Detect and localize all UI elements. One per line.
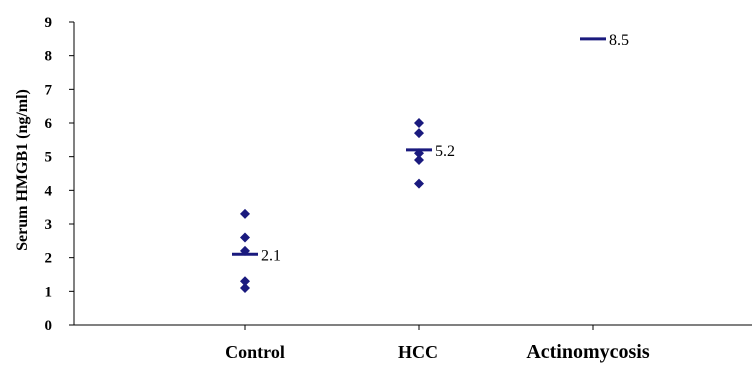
y-tick-label: 2	[45, 251, 53, 267]
y-tick-label: 4	[45, 183, 53, 199]
mean-label: 8.5	[609, 32, 629, 49]
y-tick-label: 1	[45, 284, 53, 300]
y-tick-label: 5	[45, 150, 53, 166]
data-point	[240, 276, 250, 287]
y-tick-label: 9	[45, 15, 53, 31]
y-tick-label: 0	[45, 318, 53, 334]
mean-label: 2.1	[261, 247, 281, 264]
y-axis-ticks: 0 1 2 3 4 5 6 7 8 9	[45, 15, 74, 334]
data-points	[240, 118, 424, 293]
y-axis-title: Serum HMGB1 (ng/ml)	[14, 89, 31, 251]
data-point	[240, 282, 250, 293]
y-tick-label: 3	[45, 217, 53, 233]
data-point	[414, 155, 424, 166]
data-point	[240, 208, 250, 219]
mean-label: 5.2	[435, 143, 455, 160]
y-tick-label: 8	[45, 49, 53, 65]
x-axis-ticks: Control HCC Actinomycosis	[225, 325, 650, 363]
y-tick-label: 6	[45, 116, 53, 132]
x-category-label: Actinomycosis	[526, 341, 650, 363]
data-point	[240, 232, 250, 243]
data-point	[414, 118, 424, 128]
data-point	[414, 128, 424, 139]
y-tick-label: 7	[45, 82, 53, 98]
mean-markers: 2.1 5.2 8.5	[232, 32, 629, 264]
x-category-label: Control	[225, 342, 285, 362]
x-category-label: HCC	[398, 342, 438, 362]
data-point	[414, 178, 424, 189]
